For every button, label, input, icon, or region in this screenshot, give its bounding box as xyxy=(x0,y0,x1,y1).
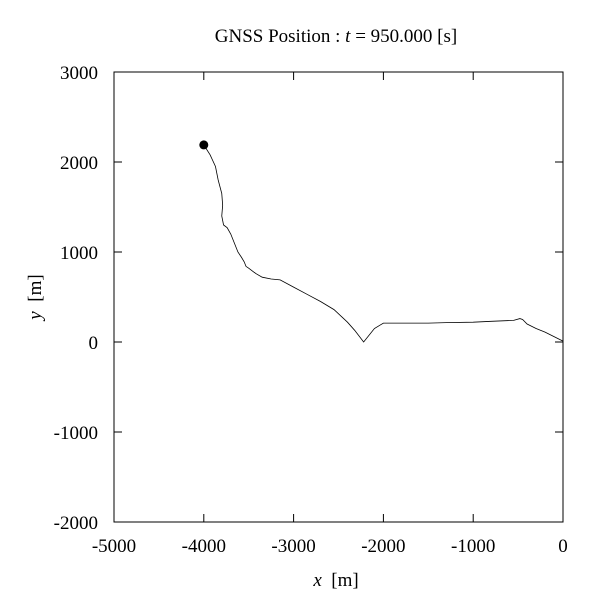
x-tick-label: -3000 xyxy=(271,536,315,557)
current-position-marker xyxy=(199,140,209,150)
y-tick-label: -2000 xyxy=(54,513,98,534)
x-axis-label-unit: [m] xyxy=(322,570,359,591)
y-axis-label: y [m] xyxy=(25,274,46,321)
y-tick-label: 2000 xyxy=(60,153,98,174)
chart-title: GNSS Position : t = 950.000 [s] xyxy=(215,26,457,47)
y-tick-label: 3000 xyxy=(60,63,98,84)
x-tick-label: -2000 xyxy=(361,536,405,557)
chart-title-prefix: GNSS Position : xyxy=(215,26,345,47)
plot-frame xyxy=(113,71,564,523)
x-axis-label-variable: x xyxy=(312,570,322,591)
chart-title-variable: t xyxy=(345,26,351,47)
x-axis-label: x [m] xyxy=(312,570,358,591)
x-axis-ticks: -5000 -4000 -3000 -2000 -1000 0 xyxy=(92,72,568,557)
x-tick-label: -1000 xyxy=(451,536,495,557)
y-axis-label-unit: [m] xyxy=(25,274,46,311)
y-tick-label: -1000 xyxy=(54,423,98,444)
trajectory-line xyxy=(203,144,564,343)
chart-title-suffix: = 950.000 [s] xyxy=(350,26,457,47)
y-tick-label: 0 xyxy=(89,333,99,354)
x-tick-label: -4000 xyxy=(182,536,226,557)
y-tick-label: 1000 xyxy=(60,243,98,264)
x-tick-label: -5000 xyxy=(92,536,136,557)
y-axis-label-variable: y xyxy=(25,311,46,322)
x-tick-label: 0 xyxy=(558,536,568,557)
y-axis-ticks: -2000 -1000 0 1000 2000 3000 xyxy=(54,63,563,534)
